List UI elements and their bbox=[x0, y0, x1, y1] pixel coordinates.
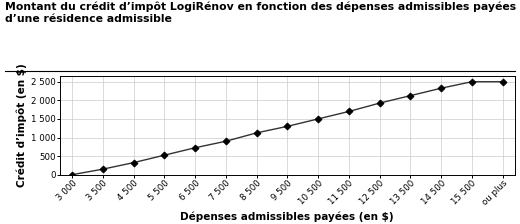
X-axis label: Dépenses admissibles payées (en $): Dépenses admissibles payées (en $) bbox=[180, 212, 394, 222]
Y-axis label: Crédit d’impôt (en $): Crédit d’impôt (en $) bbox=[16, 64, 27, 187]
Text: Montant du crédit d’impôt LogiRénov en fonction des dépenses admissibles payées : Montant du crédit d’impôt LogiRénov en f… bbox=[5, 1, 520, 24]
